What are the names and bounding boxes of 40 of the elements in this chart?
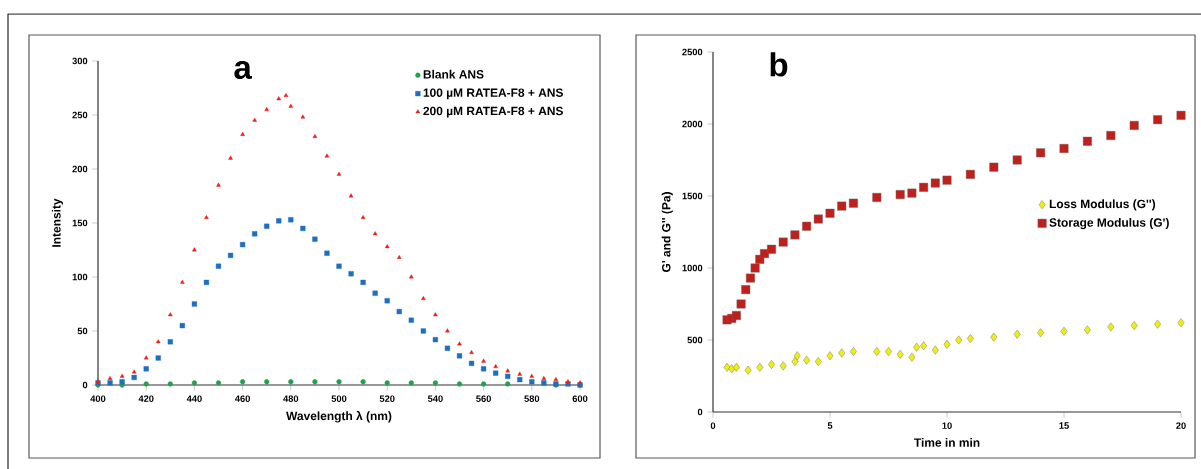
y-tick-label: 250 bbox=[72, 111, 88, 119]
x-tick-label: 440 bbox=[186, 395, 202, 402]
x-tick-label: 10 bbox=[942, 422, 952, 429]
x-tick-label: 600 bbox=[572, 395, 588, 402]
y-axis-title: Intensity bbox=[51, 198, 63, 247]
x-tick-label: 420 bbox=[138, 395, 154, 402]
x-tick-label: 580 bbox=[524, 395, 540, 402]
legend-label: Storage Modulus (G') bbox=[1049, 217, 1169, 230]
y-tick-label: 0 bbox=[82, 381, 88, 389]
x-tick-label: 560 bbox=[476, 395, 491, 402]
x-axis-title: Wavelength λ (nm) bbox=[286, 411, 392, 423]
y-tick-label: 300 bbox=[72, 57, 88, 65]
x-tick-label: 520 bbox=[379, 395, 395, 402]
x-axis-title: Time in min bbox=[914, 438, 980, 447]
y-tick-label: 2000 bbox=[682, 120, 703, 128]
y-tick-label: 50 bbox=[77, 327, 88, 335]
legend-label: 100 µM RATEA-F8 + ANS bbox=[423, 88, 563, 100]
legend-label: Loss Modulus (G'') bbox=[1049, 199, 1156, 211]
x-tick-label: 400 bbox=[90, 395, 106, 402]
y-axis-title: G' and G'' (Pa) bbox=[661, 192, 673, 272]
y-tick-label: 0 bbox=[697, 408, 703, 416]
x-tick-label: 5 bbox=[827, 422, 833, 429]
x-tick-label: 20 bbox=[1176, 422, 1186, 429]
y-tick-label: 1500 bbox=[682, 192, 703, 200]
y-tick-label: 100 bbox=[72, 273, 88, 281]
x-tick-label: 480 bbox=[283, 395, 299, 402]
y-tick-label: 150 bbox=[72, 219, 88, 227]
y-tick-label: 1000 bbox=[682, 264, 703, 272]
legend-label: 200 µM RATEA-F8 + ANS bbox=[423, 106, 563, 118]
x-tick-label: 460 bbox=[234, 395, 250, 402]
y-tick-label: 500 bbox=[687, 336, 703, 344]
chart-title: b bbox=[770, 52, 788, 77]
x-tick-label: 500 bbox=[331, 395, 347, 402]
y-tick-label: 200 bbox=[72, 165, 88, 173]
x-tick-label: 0 bbox=[710, 422, 716, 429]
y-tick-label: 2500 bbox=[682, 48, 703, 56]
chart-title: a bbox=[234, 60, 252, 80]
x-tick-label: 540 bbox=[427, 395, 443, 402]
x-tick-label: 15 bbox=[1059, 422, 1069, 429]
legend-label: Blank ANS bbox=[423, 69, 484, 79]
